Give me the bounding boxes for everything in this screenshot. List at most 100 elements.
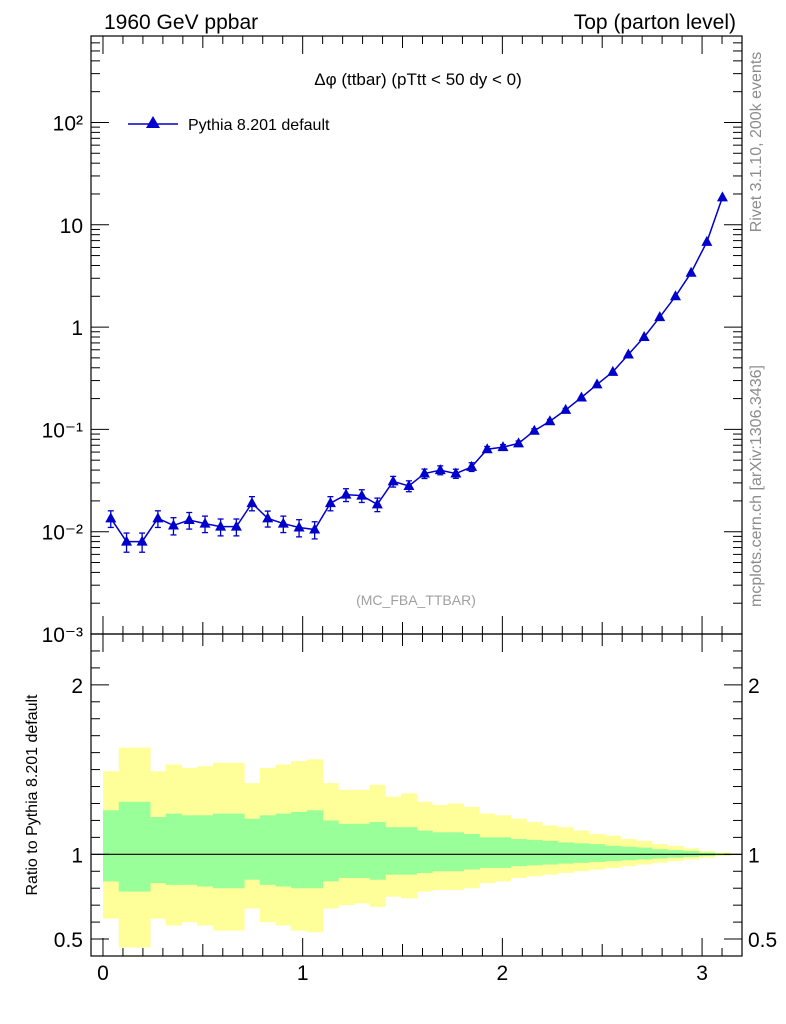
ratio-y-tick-label-right: 2	[748, 675, 760, 698]
data-point	[152, 512, 164, 523]
data-point	[450, 467, 462, 478]
ratio-inner-band-bin	[448, 832, 465, 872]
header-left: 1960 GeV ppbar	[104, 11, 258, 34]
data-point	[183, 514, 195, 525]
data-point	[356, 489, 368, 500]
ratio-inner-band-bin	[463, 833, 480, 870]
ratio-inner-band-bin	[102, 810, 120, 882]
data-point	[136, 535, 148, 546]
ratio-inner-band-bin	[604, 845, 621, 862]
data-point	[293, 521, 305, 532]
data-point	[654, 311, 666, 322]
data-point	[528, 424, 540, 435]
y-tick-label: 1	[71, 317, 83, 340]
ratio-inner-band-bin	[369, 822, 386, 880]
data-point	[324, 497, 336, 508]
data-point	[701, 235, 713, 246]
analysis-watermark: (MC_FBA_TTBAR)	[356, 592, 476, 608]
data-point	[466, 460, 478, 471]
ratio-inner-band-bin	[291, 811, 308, 889]
data-point	[622, 348, 634, 359]
series-pythia	[105, 191, 728, 553]
data-point	[591, 378, 603, 389]
ratio-inner-band-bin	[118, 801, 135, 892]
data-point	[403, 479, 415, 490]
ratio-inner-band-bin	[353, 823, 370, 879]
data-point	[560, 403, 572, 414]
ratio-inner-band-bin	[400, 827, 418, 875]
ratio-y-axis-label: Ratio to Pythia 8.201 default	[24, 694, 41, 896]
data-point	[387, 475, 399, 486]
ratio-inner-band-bin	[416, 830, 433, 873]
main-y-axis	[91, 35, 742, 635]
ratio-inner-band-bin	[165, 813, 182, 885]
ratio-inner-band-bin	[620, 846, 637, 861]
header-right: Top (parton level)	[574, 11, 736, 34]
ratio-inner-band-bin	[197, 815, 214, 887]
data-point	[167, 519, 179, 530]
ratio-plot-frame	[90, 633, 743, 957]
ratio-inner-band-bin	[573, 843, 590, 863]
data-point	[513, 437, 525, 448]
data-point	[121, 535, 133, 546]
y-tick-label: 10	[60, 215, 83, 238]
legend-label: Pythia 8.201 default	[188, 117, 330, 134]
legend: Pythia 8.201 default	[128, 116, 330, 134]
y-tick-label: 10⁻³	[42, 624, 83, 647]
ratio-inner-band-bin	[542, 840, 559, 865]
ratio-y-tick-label-right: 0.5	[748, 929, 777, 952]
ratio-inner-band-bin	[432, 832, 449, 872]
ratio-inner-band-bin	[150, 817, 167, 884]
ratio-inner-band-bin	[259, 815, 276, 885]
data-point	[246, 497, 258, 508]
ratio-inner-band-bin	[510, 839, 527, 867]
data-point	[670, 290, 682, 301]
main-y-tick-labels: 10⁻³ 10⁻² 10⁻¹ 1 10 10²	[42, 112, 83, 647]
y-tick-label: 10⁻¹	[42, 419, 83, 442]
data-point	[685, 266, 697, 277]
data-point	[230, 520, 242, 531]
ratio-y-tick-label: 2	[71, 675, 83, 698]
data-point	[199, 517, 211, 528]
ratio-inner-band-bin	[636, 847, 653, 860]
data-point	[309, 523, 321, 534]
ratio-inner-band-bin	[338, 823, 355, 879]
x-tick-label: 1	[297, 962, 309, 985]
data-point	[544, 415, 556, 426]
ratio-inner-band-bin	[306, 810, 324, 889]
data-point	[575, 391, 587, 402]
data-point	[215, 520, 227, 531]
series-line	[110, 197, 724, 543]
ratio-inner-band-bin	[275, 813, 292, 887]
ratio-inner-band-bin	[181, 815, 198, 885]
mcplots-reference-label: mcplots.cern.ch [arXiv:1306.3436]	[748, 365, 765, 607]
data-point	[105, 512, 117, 523]
ratio-inner-band-bin	[479, 837, 496, 868]
ratio-inner-band-bin	[212, 813, 229, 889]
ratio-x-axis: 0 1 2 3	[97, 634, 743, 985]
ratio-inner-band-bin	[557, 842, 574, 864]
ratio-y-tick-labels: 0.5 0.5 1 1 2 2	[54, 675, 777, 952]
main-plot-panel: 10⁻³ 10⁻² 10⁻¹ 1 10 10² Δφ (ttbar) (pTtt < 50…	[42, 35, 743, 647]
ratio-inner-band-bin	[322, 820, 339, 882]
data-point	[497, 441, 509, 452]
data-point	[607, 365, 619, 376]
data-point	[277, 517, 289, 528]
ratio-y-tick-label-right: 1	[748, 844, 760, 867]
legend-marker-triangle-icon	[146, 116, 160, 128]
ratio-inner-band-bin	[526, 839, 543, 866]
data-point	[716, 191, 728, 202]
ratio-inner-band-bin	[385, 827, 402, 875]
ratio-inner-band-bin	[494, 837, 512, 868]
data-point	[262, 512, 274, 523]
ratio-inner-band-bin	[228, 813, 245, 889]
data-point	[481, 443, 493, 454]
ratio-y-axis	[91, 633, 742, 957]
data-point	[434, 464, 446, 475]
ratio-inner-band-bin	[244, 818, 261, 880]
data-point	[340, 488, 352, 499]
ratio-y-tick-label: 0.5	[54, 929, 83, 952]
ratio-inner-band-bin	[589, 844, 606, 862]
main-x-axis	[102, 36, 743, 634]
